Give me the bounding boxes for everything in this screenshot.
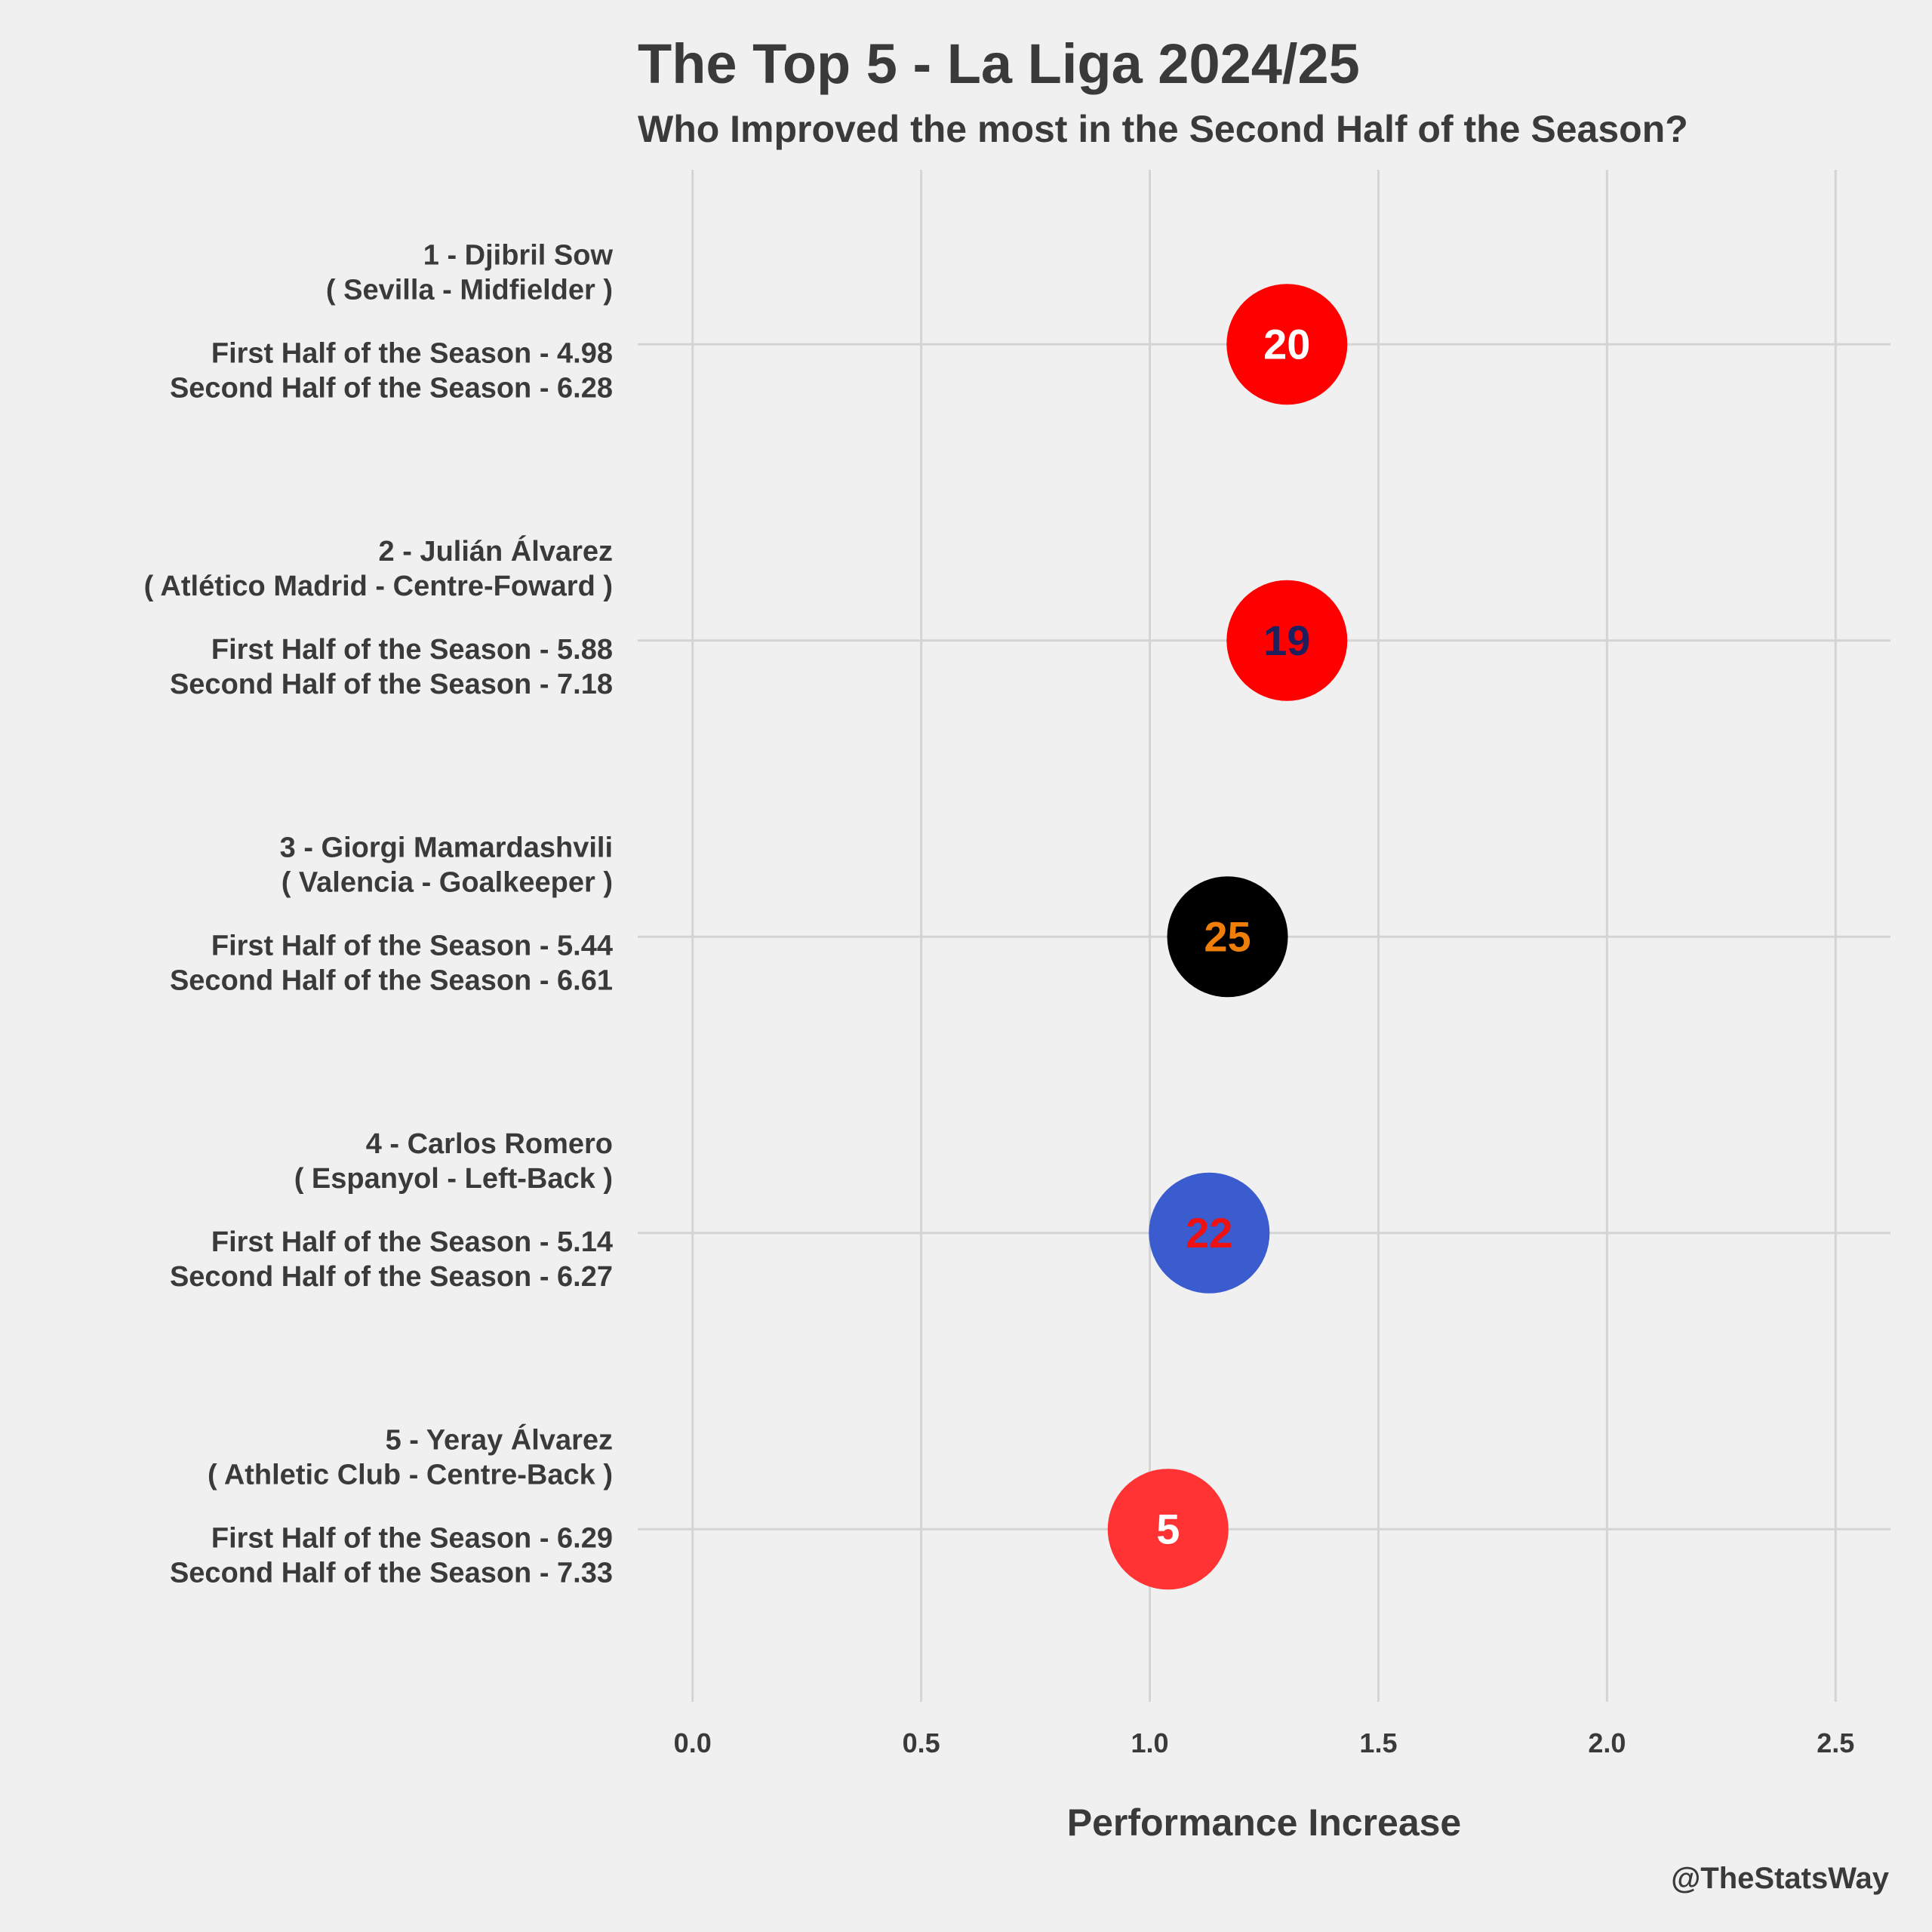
x-tick-label: 0.0 — [674, 1727, 712, 1758]
player-name-label: 5 - Yeray Álvarez — [386, 1423, 613, 1456]
team-position-label: ( Espanyol - Left-Back ) — [294, 1163, 613, 1195]
second-half-label: Second Half of the Season - 7.33 — [170, 1557, 613, 1589]
player-marker — [1167, 876, 1288, 998]
player-name-label: 1 - Djibril Sow — [423, 239, 614, 271]
second-half-label: Second Half of the Season - 6.27 — [170, 1261, 613, 1293]
team-position-label: ( Sevilla - Midfielder ) — [326, 274, 613, 306]
second-half-label: Second Half of the Season - 7.18 — [170, 669, 613, 700]
shirt-number-label: 5 — [1156, 1505, 1180, 1552]
player-name-label: 3 - Giorgi Mamardashvili — [280, 832, 613, 863]
x-axis-label: Performance Increase — [1067, 1801, 1462, 1844]
shirt-number-label: 22 — [1186, 1209, 1232, 1257]
x-tick-label: 2.5 — [1817, 1727, 1854, 1758]
team-position-label: ( Valencia - Goalkeeper ) — [281, 866, 613, 898]
first-half-label: First Half of the Season - 6.29 — [211, 1522, 613, 1554]
x-tick-label: 0.5 — [903, 1727, 940, 1758]
player-point: 19 — [1226, 580, 1348, 701]
x-tick-label: 2.0 — [1588, 1727, 1626, 1758]
player-marker — [1107, 1469, 1229, 1590]
player-marker — [1226, 284, 1348, 405]
shirt-number-label: 19 — [1263, 617, 1310, 664]
player-point: 20 — [1226, 284, 1348, 405]
first-half-label: First Half of the Season - 5.44 — [211, 930, 613, 961]
chart-title: The Top 5 - La Liga 2024/25 — [638, 32, 1360, 95]
shirt-number-label: 25 — [1204, 912, 1251, 960]
first-half-label: First Half of the Season - 5.88 — [211, 634, 613, 666]
x-tick-label: 1.0 — [1131, 1727, 1169, 1758]
shirt-number-label: 20 — [1263, 320, 1310, 368]
player-name-label: 2 - Julián Álvarez — [379, 534, 613, 568]
second-half-label: Second Half of the Season - 6.61 — [170, 964, 613, 996]
team-position-label: ( Atlético Madrid - Centre-Foward ) — [144, 571, 613, 602]
player-point: 5 — [1107, 1469, 1229, 1590]
credit-label: @TheStatsWay — [1671, 1862, 1889, 1895]
y-axis-labels: 1 - Djibril Sow( Sevilla - Midfielder ) F… — [144, 239, 614, 1589]
second-half-label: Second Half of the Season - 6.28 — [170, 372, 613, 404]
x-axis-ticks: 0.0 0.5 1.0 1.5 2.0 2.5 — [674, 1727, 1855, 1758]
player-point: 22 — [1149, 1172, 1270, 1294]
first-half-label: First Half of the Season - 4.98 — [211, 337, 613, 369]
player-marker — [1149, 1172, 1270, 1294]
chart-subtitle: Who Improved the most in the Second Half… — [638, 108, 1688, 150]
player-name-label: 4 - Carlos Romero — [366, 1128, 613, 1160]
first-half-label: First Half of the Season - 5.14 — [211, 1226, 613, 1258]
data-points: 20 19 25 22 5 — [1107, 284, 1348, 1590]
team-position-label: ( Athletic Club - Centre-Back ) — [208, 1459, 613, 1491]
x-tick-label: 1.5 — [1359, 1727, 1397, 1758]
player-point: 25 — [1167, 876, 1288, 998]
player-marker — [1226, 580, 1348, 701]
